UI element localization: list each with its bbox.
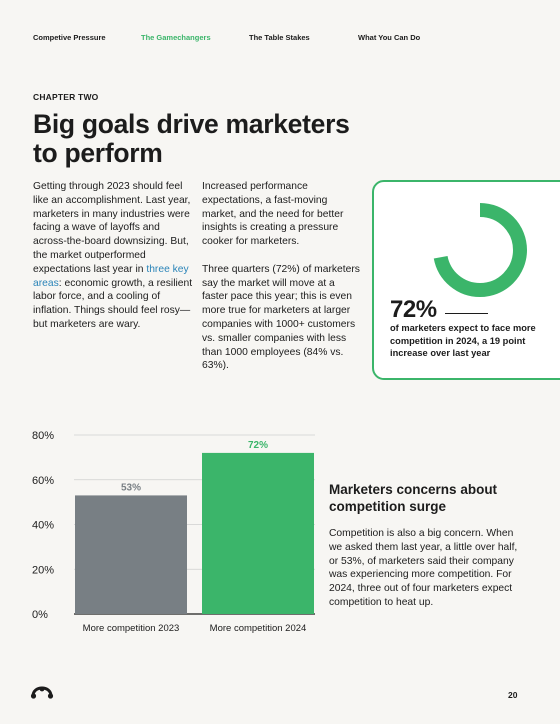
chapter-label: CHAPTER TWO	[33, 92, 99, 102]
bar	[202, 452, 314, 614]
nav-item-competitive-pressure[interactable]: Competive Pressure	[33, 33, 106, 42]
intro-column-right: Increased performance expectations, a fa…	[202, 180, 362, 373]
intro-text-before-link: Getting through 2023 should feel like an…	[33, 181, 191, 275]
y-tick-label: 20%	[32, 564, 54, 576]
donut-chart	[433, 203, 527, 297]
intro-paragraph-1: Getting through 2023 should feel like an…	[33, 180, 193, 332]
page-number: 20	[508, 690, 518, 700]
nav-item-gamechangers[interactable]: The Gamechangers	[141, 33, 211, 42]
stat-value: 72%	[390, 296, 437, 323]
y-tick-label: 60%	[32, 475, 54, 487]
intro-paragraph-2: Increased performance expectations, a fa…	[202, 181, 344, 248]
y-tick-label: 40%	[32, 520, 54, 532]
donut-value-arc	[433, 203, 527, 297]
intro-column-left: Getting through 2023 should feel like an…	[33, 180, 193, 332]
y-tick-label: 80%	[32, 430, 54, 442]
x-category-label: More competition 2023	[83, 623, 180, 634]
three-key-areas-link[interactable]: three key areas	[33, 263, 189, 289]
x-category-label: More competition 2024	[210, 623, 307, 634]
page-title: Big goals drive marketers to perform	[33, 109, 350, 168]
stat-connector-line	[445, 313, 488, 314]
section-body: Competition is also a big concern. When …	[329, 528, 518, 608]
nav-item-what-you-can-do[interactable]: What You Can Do	[358, 33, 421, 42]
section-heading: Marketers concerns about competition sur…	[329, 482, 498, 514]
top-nav: Competive Pressure The Gamechangers The …	[33, 33, 540, 45]
bar-chart: 0% 20% 40% 60% 80% 53% More competition 2023 72…	[32, 430, 315, 634]
nav-item-table-stakes[interactable]: The Table Stakes	[249, 33, 310, 42]
bar-value-label: 53%	[121, 482, 141, 493]
intro-paragraph-3: Three quarters (72%) of marketers say th…	[202, 263, 360, 372]
bar	[75, 495, 187, 614]
intro-text-after-link: : economic growth, a resilient labor for…	[33, 277, 193, 330]
bar-value-label: 72%	[248, 440, 268, 451]
surveymonkey-logo-icon	[30, 686, 54, 699]
y-tick-label: 0%	[32, 609, 48, 621]
stat-description: of marketers expect to face more competi…	[390, 323, 536, 358]
